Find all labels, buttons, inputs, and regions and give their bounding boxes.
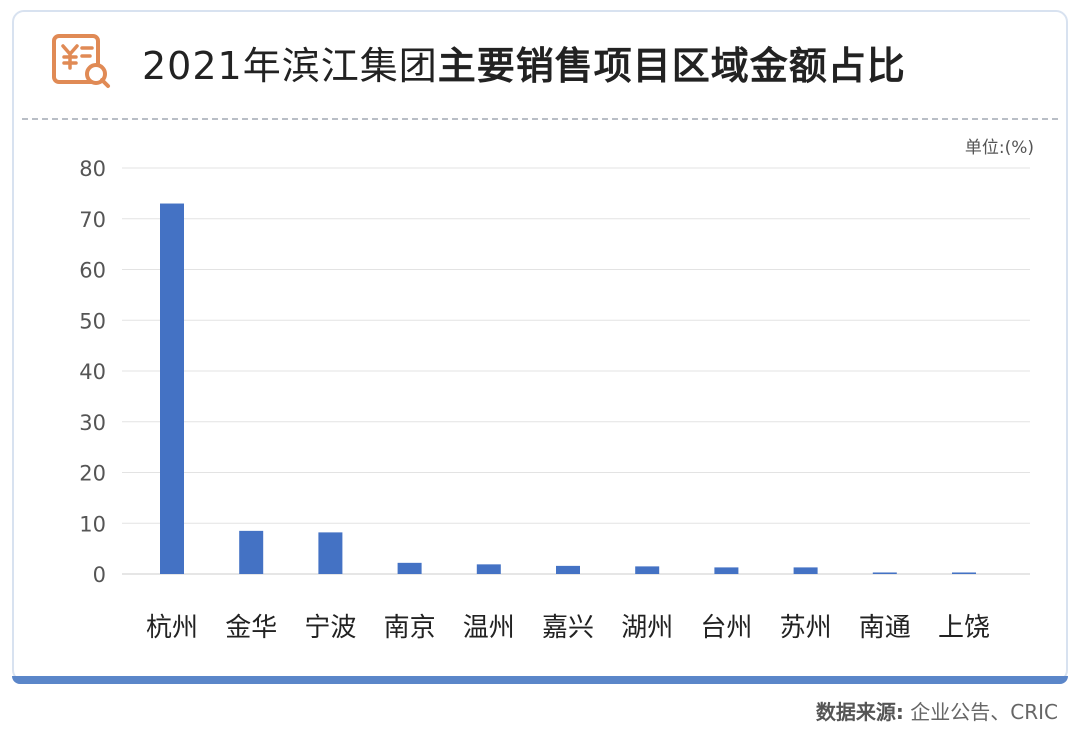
bar xyxy=(239,530,264,574)
data-source: 数据来源: 企业公告、CRIC xyxy=(816,696,1058,725)
chart-title: 2021年滨江集团主要销售项目区域金额占比 xyxy=(142,35,906,90)
source-value: 企业公告、CRIC xyxy=(910,700,1058,724)
unit-label: 单位:(%) xyxy=(964,138,1034,158)
x-category-label: 金华 xyxy=(225,613,277,643)
source-label: 数据来源: xyxy=(815,700,904,724)
bar xyxy=(793,567,818,574)
y-tick-label: 60 xyxy=(79,259,106,283)
chart-card xyxy=(12,10,1068,682)
bar xyxy=(714,567,739,574)
x-category-label: 台州 xyxy=(700,613,752,643)
header-divider xyxy=(22,118,1058,120)
x-category-label: 杭州 xyxy=(146,613,198,643)
x-category-label: 温州 xyxy=(463,613,515,643)
x-category-label: 南通 xyxy=(859,613,911,643)
grid-layer xyxy=(122,167,1030,575)
y-tick-label: 20 xyxy=(79,462,106,486)
y-tick-label: 80 xyxy=(79,157,106,181)
x-category-label: 嘉兴 xyxy=(542,613,594,643)
y-tick-label: 30 xyxy=(79,411,106,435)
x-category-label: 南京 xyxy=(384,613,436,643)
y-tick-label: 70 xyxy=(79,208,106,232)
x-category-label: 苏州 xyxy=(780,613,832,643)
bar xyxy=(872,572,897,574)
y-tick-label: 40 xyxy=(79,360,106,384)
bar xyxy=(160,203,184,574)
x-category-label: 湖州 xyxy=(621,613,673,643)
x-axis-labels: 杭州 金华 宁波 南京 温州 嘉兴 湖州 台州 苏州 南通 上饶 xyxy=(146,613,990,643)
chart-title-plain: 2021年滨江集团 xyxy=(142,43,438,88)
y-axis-ticks: 0 10 20 30 40 50 60 70 80 xyxy=(79,157,106,587)
bars xyxy=(160,203,976,574)
bar xyxy=(952,572,976,574)
card-accent-bar xyxy=(12,676,1068,684)
y-tick-label: 50 xyxy=(79,309,106,333)
y-tick-label: 10 xyxy=(79,512,106,536)
bar xyxy=(556,565,580,574)
receipt-search-icon xyxy=(52,34,110,88)
bar xyxy=(397,562,422,574)
chart-title-bold: 主要销售项目区域金额占比 xyxy=(437,43,906,88)
y-tick-label: 0 xyxy=(93,563,106,587)
x-category-label: 上饶 xyxy=(938,613,990,643)
bar xyxy=(635,566,660,574)
bar xyxy=(318,532,343,574)
x-category-label: 宁波 xyxy=(304,613,356,643)
chart-header: 2021年滨江集团主要销售项目区域金额占比 xyxy=(50,30,906,94)
bar xyxy=(476,564,501,574)
